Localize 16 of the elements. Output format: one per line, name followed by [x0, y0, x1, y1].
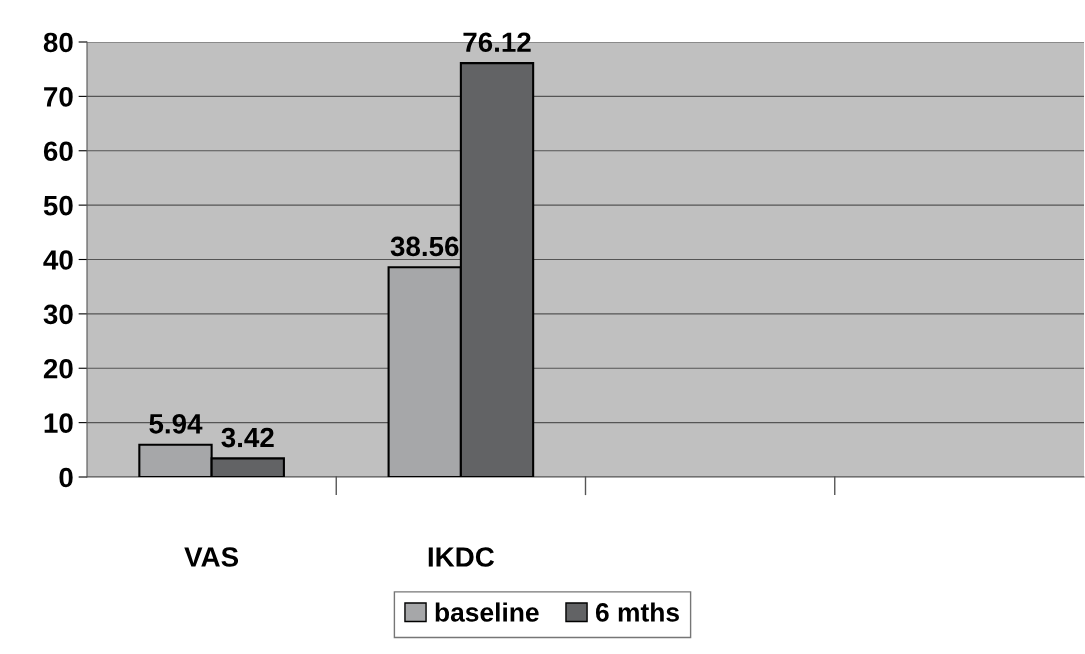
data-label: 3.42	[221, 427, 274, 448]
y-tick-label: 10	[44, 413, 73, 433]
y-tick-label: 30	[43, 304, 73, 325]
y-tick-label: 40	[43, 250, 73, 270]
legend-label: 6 mths	[595, 602, 679, 622]
legend-label: baseline	[435, 602, 539, 622]
y-tick-label: 70	[44, 87, 73, 107]
x-tick-label: IKDC	[428, 547, 495, 567]
y-tick-label: 50	[43, 195, 73, 216]
data-label: 76.12	[463, 32, 531, 53]
y-tick-label: 60	[43, 141, 73, 162]
y-tick-label: 0	[59, 467, 73, 488]
data-label: 38.56	[390, 236, 459, 257]
y-tick-label: 80	[43, 32, 73, 53]
x-tick-label: VAS	[184, 547, 239, 567]
y-tick-label: 20	[43, 358, 73, 379]
